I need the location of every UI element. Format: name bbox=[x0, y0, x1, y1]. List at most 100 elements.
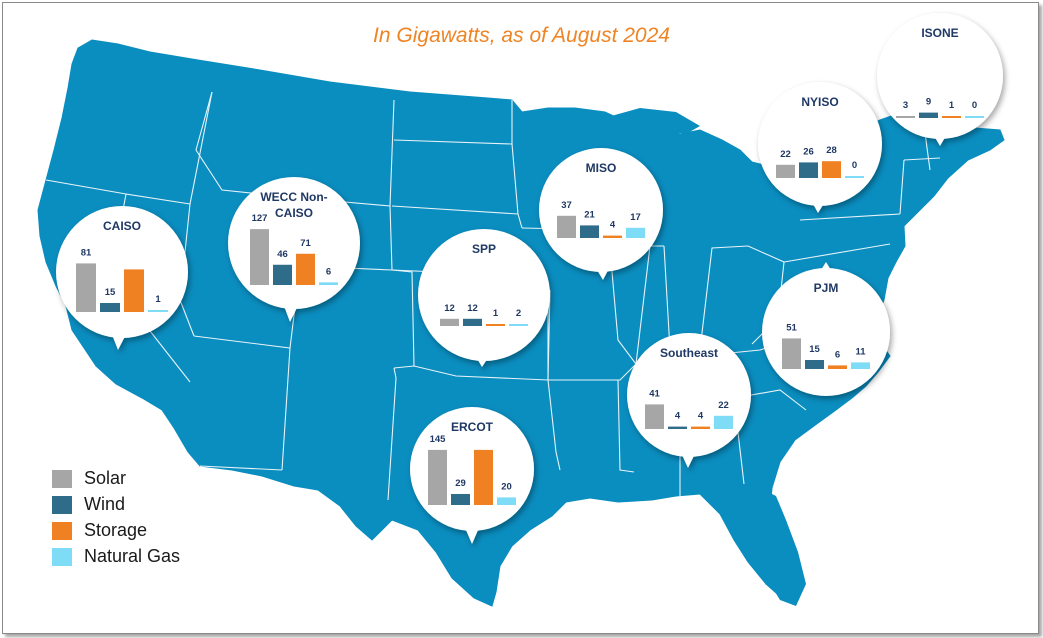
bar-label-pjm-storage: 6 bbox=[835, 349, 840, 360]
bar-label-isone-wind: 9 bbox=[926, 97, 931, 108]
legend-swatch-natural-gas bbox=[52, 548, 72, 566]
bar-spp-wind bbox=[463, 318, 482, 326]
bar-label-southeast-solar: 41 bbox=[649, 388, 660, 399]
bar-pjm-natural-gas bbox=[851, 362, 870, 369]
bar-label-isone-natural-gas: 0 bbox=[972, 100, 977, 111]
bar-label-wecc-non-caiso-solar: 127 bbox=[252, 213, 268, 224]
region-title-caiso: CAISO bbox=[103, 219, 141, 233]
bar-label-miso-wind: 21 bbox=[584, 209, 595, 220]
bar-nyiso-wind bbox=[799, 162, 818, 178]
bar-ercot-solar bbox=[428, 449, 447, 505]
bubble-miso bbox=[539, 148, 663, 280]
legend-label-storage: Storage bbox=[84, 520, 148, 540]
bar-label-ercot-natural-gas: 20 bbox=[501, 481, 512, 492]
bar-label-nyiso-storage: 28 bbox=[826, 145, 837, 156]
bar-isone-solar bbox=[896, 116, 915, 118]
bar-nyiso-storage bbox=[822, 161, 841, 178]
bubble-circle-isone bbox=[877, 13, 1003, 139]
bubble-circle-miso bbox=[539, 148, 663, 272]
bubble-content-ercot: ERCOT 145 29 20 bbox=[428, 420, 516, 505]
region-title-pjm: PJM bbox=[814, 281, 839, 295]
bar-label-miso-storage: 4 bbox=[610, 220, 616, 231]
bar-wecc-non-caiso-storage bbox=[296, 253, 315, 285]
bubble-content-southeast: Southeast 41 4 4 22 bbox=[645, 346, 733, 429]
region-title-southeast: Southeast bbox=[660, 346, 718, 360]
region-title-isone: ISONE bbox=[921, 26, 958, 40]
bar-southeast-natural-gas bbox=[714, 415, 733, 429]
bar-nyiso-solar bbox=[776, 164, 795, 178]
region-title-wecc-non-caiso: CAISO bbox=[275, 206, 313, 220]
bar-isone-natural-gas bbox=[965, 116, 984, 118]
bar-label-spp-solar: 12 bbox=[444, 303, 455, 314]
bar-label-wecc-non-caiso-wind: 46 bbox=[277, 249, 288, 260]
region-title-nyiso: NYISO bbox=[801, 95, 838, 109]
bar-label-spp-natural-gas: 2 bbox=[516, 308, 521, 319]
bar-label-ercot-wind: 29 bbox=[455, 478, 466, 489]
bar-label-spp-storage: 1 bbox=[493, 308, 499, 319]
bar-ercot-natural-gas bbox=[497, 497, 516, 505]
bubble-content-isone: ISONE 3 9 1 0 bbox=[896, 26, 984, 118]
bar-southeast-wind bbox=[668, 426, 687, 429]
bar-label-wecc-non-caiso-storage: 71 bbox=[300, 238, 311, 249]
bar-label-spp-wind: 12 bbox=[467, 303, 478, 314]
florida bbox=[714, 484, 806, 606]
bar-miso-natural-gas bbox=[626, 227, 645, 238]
bubble-content-caiso: CAISO 81 15 1 bbox=[76, 219, 168, 312]
region-title-wecc-non-caiso: WECC Non- bbox=[260, 190, 327, 204]
map-subtitle: In Gigawatts, as of August 2024 bbox=[373, 24, 670, 47]
bar-spp-natural-gas bbox=[509, 324, 528, 326]
bar-label-caiso-wind: 15 bbox=[105, 287, 116, 298]
bar-wecc-non-caiso-solar bbox=[250, 229, 269, 285]
upper-michigan bbox=[604, 108, 700, 134]
bar-miso-solar bbox=[557, 215, 576, 238]
bar-pjm-wind bbox=[805, 360, 824, 369]
legend-swatch-storage bbox=[52, 522, 72, 540]
bar-pjm-solar bbox=[782, 338, 801, 369]
bar-wecc-non-caiso-wind bbox=[273, 264, 292, 285]
region-title-spp: SPP bbox=[472, 242, 496, 256]
legend-label-solar: Solar bbox=[84, 468, 127, 488]
bubble-content-miso: MISO 37 21 4 17 bbox=[557, 161, 645, 238]
bubble-isone bbox=[877, 13, 1003, 146]
bar-label-pjm-solar: 51 bbox=[786, 322, 797, 333]
bar-caiso-natural-gas bbox=[148, 310, 168, 312]
bubble-spp bbox=[418, 229, 550, 367]
bubble-content-wecc-non-caiso: WECC Non- CAISO 127 46 71 6 bbox=[250, 190, 338, 285]
bar-label-southeast-wind: 4 bbox=[675, 411, 681, 422]
bar-caiso-wind bbox=[100, 303, 120, 312]
bar-nyiso-natural-gas bbox=[845, 176, 864, 178]
bar-ercot-storage bbox=[474, 449, 493, 505]
bar-label-isone-storage: 1 bbox=[949, 100, 955, 111]
bar-isone-wind bbox=[919, 112, 938, 118]
bar-label-caiso-solar: 81 bbox=[81, 247, 92, 258]
bar-label-isone-solar: 3 bbox=[903, 100, 908, 111]
bar-spp-solar bbox=[440, 318, 459, 326]
legend-swatch-wind bbox=[52, 496, 72, 514]
bar-miso-wind bbox=[580, 225, 599, 238]
bubble-circle-spp bbox=[418, 229, 550, 361]
bar-caiso-solar bbox=[76, 263, 96, 312]
region-title-miso: MISO bbox=[586, 161, 617, 175]
bar-southeast-storage bbox=[691, 426, 710, 429]
bar-isone-storage bbox=[942, 116, 961, 118]
bar-caiso-storage bbox=[124, 269, 144, 312]
bar-label-nyiso-wind: 26 bbox=[803, 146, 814, 157]
legend-label-wind: Wind bbox=[84, 494, 126, 514]
bar-southeast-solar bbox=[645, 404, 664, 429]
bar-ercot-wind bbox=[451, 493, 470, 505]
bar-label-miso-solar: 37 bbox=[561, 200, 572, 211]
bar-label-wecc-non-caiso-natural-gas: 6 bbox=[326, 266, 331, 277]
bubble-content-pjm: PJM 51 15 6 11 bbox=[782, 281, 870, 369]
legend-label-natural-gas: Natural Gas bbox=[84, 546, 181, 566]
bar-label-nyiso-solar: 22 bbox=[780, 149, 791, 160]
bar-pjm-storage bbox=[828, 365, 847, 369]
bubble-content-nyiso: NYISO 22 26 28 0 bbox=[776, 95, 864, 178]
bar-wecc-non-caiso-natural-gas bbox=[319, 282, 338, 285]
bar-spp-storage bbox=[486, 324, 505, 326]
bar-label-pjm-natural-gas: 11 bbox=[855, 346, 866, 357]
bar-label-miso-natural-gas: 17 bbox=[630, 212, 641, 223]
bar-label-southeast-natural-gas: 22 bbox=[718, 400, 729, 411]
legend-swatch-solar bbox=[52, 470, 72, 488]
